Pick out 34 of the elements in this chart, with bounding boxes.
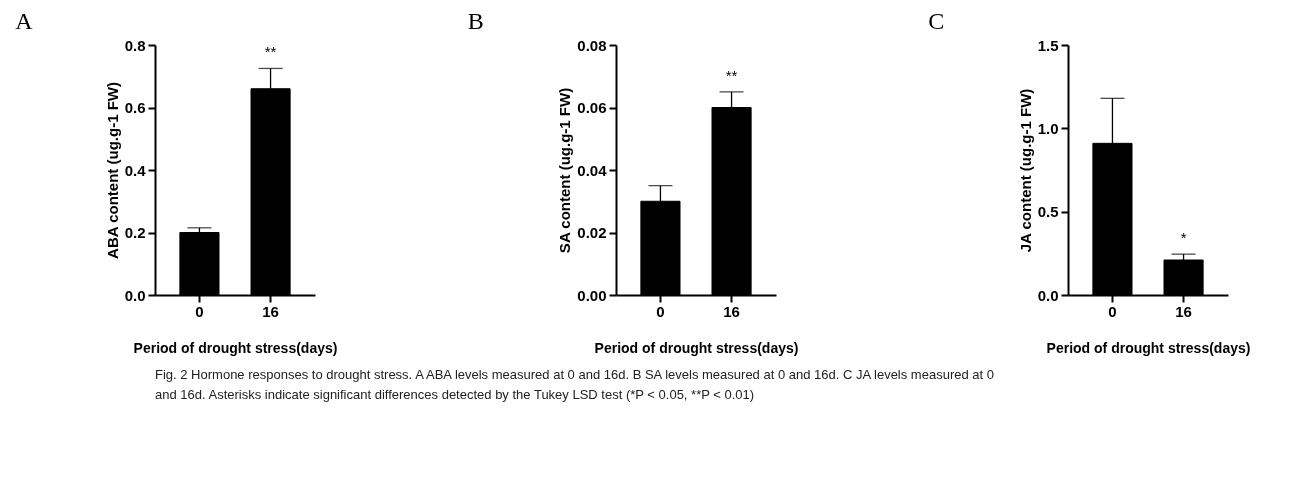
data-label: ** [725,66,738,84]
y-tick-label: 0.2 [124,224,146,241]
x-tick-label: 0 [656,302,665,320]
chart-title: A [15,8,34,34]
x-axis-title: Period of drought stress(days) [594,339,799,356]
y-tick-label: 0.04 [577,161,608,179]
x-axis-title: Period of drought stress(days) [1046,339,1251,356]
y-tick-label: 0.8 [124,36,146,54]
y-tick-label: 1.0 [1037,119,1059,137]
x-axis-title: Period of drought stress(days) [133,339,338,356]
x-tick-label: 16 [1175,302,1192,320]
y-tick-label: 0.6 [124,99,146,116]
y-tick-label: 0.5 [1037,203,1059,221]
y-tick-label: 0.00 [577,286,607,304]
chart-title: B [467,8,484,34]
x-tick-label: 0 [195,302,204,320]
y-tick-label: 0.4 [124,161,147,179]
y-tick-label: 0.0 [1037,286,1059,304]
caption: Fig. 2 Hormone responses to drought stress. A ABA levels measured at 0 and 16d. B SA levels measured at 0 and 16d. C JA levels measured at 0 [155,367,994,382]
y-axis-title: JA content (ug.g-1 FW) [1016,88,1034,253]
y-tick-label: 0.0 [124,286,146,304]
y-tick-label: 0.02 [577,224,607,241]
y-tick-label: 1.5 [1037,36,1059,54]
x-tick-label: 16 [723,302,740,320]
data-label: * [1180,229,1187,247]
y-tick-label: 0.06 [577,99,607,116]
text: and 16d. Asterisks indicate significant differences detected by the Tukey LSD test (*P < 0.05, **P < 0.01) [155,387,755,402]
data-label: ** [264,43,277,61]
y-axis-title: SA content (ug.g-1 FW) [556,87,574,254]
x-tick-label: 16 [262,302,279,320]
y-tick-label: 0.08 [577,36,607,54]
x-tick-label: 0 [1108,302,1117,320]
y-axis-title: ABA content (ug.g-1 FW) [103,82,121,259]
chart-title: C [928,8,945,34]
